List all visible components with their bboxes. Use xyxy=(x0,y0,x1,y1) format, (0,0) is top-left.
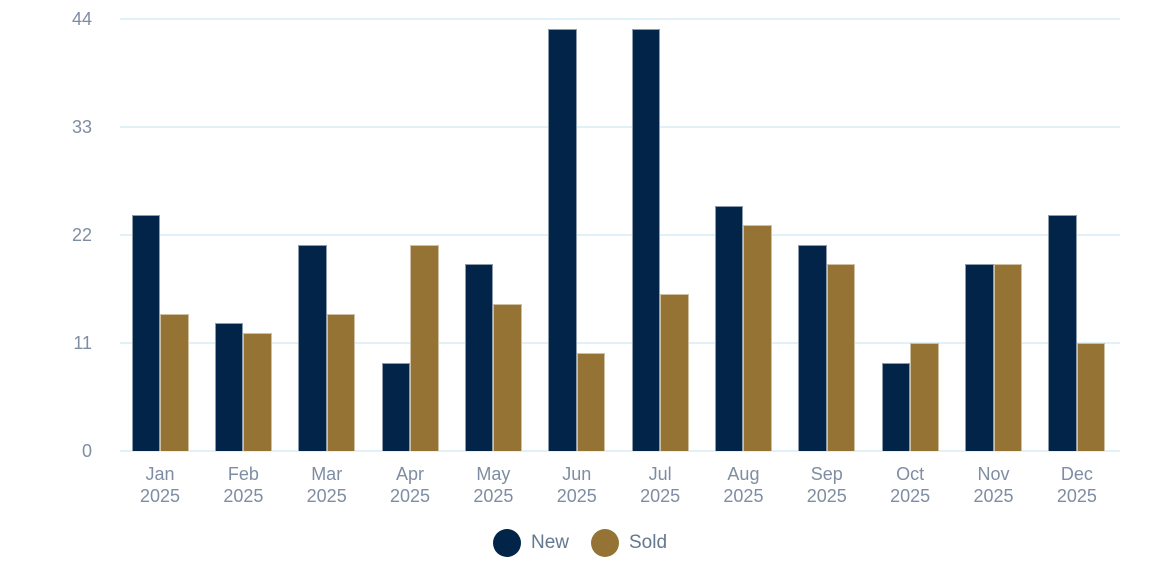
chart-legend: New Sold xyxy=(0,529,1160,557)
x-axis-label-line: 2025 xyxy=(1056,486,1097,506)
x-axis-label-line: 2025 xyxy=(973,486,1014,506)
x-axis-label-line: May xyxy=(476,464,511,484)
x-axis-label-line: 2025 xyxy=(139,486,181,506)
x-axis-label-line: Nov xyxy=(977,464,1010,484)
bar-sold-aug[interactable] xyxy=(743,225,772,451)
x-axis-label-line: Sep xyxy=(810,464,843,484)
bar-sold-may[interactable] xyxy=(493,303,522,451)
y-axis-tick-label: 33 xyxy=(71,117,92,137)
x-axis-label-line: 2025 xyxy=(473,486,514,506)
bar-sold-jul[interactable] xyxy=(660,293,689,451)
x-axis-label-line: Oct xyxy=(896,464,925,484)
bar-sold-dec[interactable] xyxy=(1076,343,1106,451)
y-axis-tick-label: 11 xyxy=(73,333,92,353)
x-axis-label-line: Apr xyxy=(396,464,425,484)
legend-marker-sold-icon xyxy=(590,529,619,557)
bar-new-sep[interactable] xyxy=(798,244,827,451)
legend-marker-new-icon xyxy=(492,529,521,557)
legend-item-sold[interactable]: Sold xyxy=(590,529,668,557)
x-axis-label-jun: Jun 2025 xyxy=(532,463,622,507)
x-axis-label-feb: Feb 2025 xyxy=(198,463,288,507)
x-axis-label-aug: Aug 2025 xyxy=(698,463,788,507)
gridline-y-33 xyxy=(120,126,1120,128)
legend-item-new[interactable]: New xyxy=(492,529,569,557)
x-axis-label-line: Jan xyxy=(145,464,175,484)
bar-sold-mar[interactable] xyxy=(326,313,356,451)
x-axis-label-apr: Apr 2025 xyxy=(365,463,455,507)
x-axis-label-oct: Oct 2025 xyxy=(865,463,955,507)
bar-sold-apr[interactable] xyxy=(410,244,439,451)
bar-new-oct[interactable] xyxy=(881,362,911,451)
x-axis-label-jul: Jul 2025 xyxy=(615,463,705,507)
x-axis-label-line: 2025 xyxy=(306,486,347,506)
x-axis-label-line: 2025 xyxy=(723,486,764,506)
x-axis-label-line: 2025 xyxy=(223,486,264,506)
y-axis-tick-label: 44 xyxy=(71,9,92,29)
x-axis-label-line: Jul xyxy=(648,464,672,484)
gridline-y-0 xyxy=(120,450,1120,452)
bar-new-jun[interactable] xyxy=(548,28,577,451)
bar-new-feb[interactable] xyxy=(214,323,244,451)
bar-new-dec[interactable] xyxy=(1048,215,1077,451)
gridline-y-11 xyxy=(120,342,1120,344)
bar-sold-jan[interactable] xyxy=(160,313,189,451)
x-axis-label-line: 2025 xyxy=(390,486,431,506)
bar-new-nov[interactable] xyxy=(965,264,994,451)
x-axis-label-mar: Mar 2025 xyxy=(282,463,372,507)
bar-sold-nov[interactable] xyxy=(993,264,1022,451)
x-axis-label-line: Dec xyxy=(1060,464,1093,484)
x-axis-label-line: Mar xyxy=(311,464,343,484)
x-axis-label-line: 2025 xyxy=(806,486,847,506)
bar-sold-jun[interactable] xyxy=(576,352,606,451)
gridline-y-22 xyxy=(120,234,1120,236)
bar-new-jul[interactable] xyxy=(631,28,661,451)
y-axis-tick-label: 0 xyxy=(81,441,92,461)
x-axis-label-jan: Jan 2025 xyxy=(115,463,205,507)
x-axis-label-line: 2025 xyxy=(640,486,681,506)
bar-sold-sep[interactable] xyxy=(826,264,856,451)
legend-label-sold: Sold xyxy=(628,532,668,553)
y-axis-tick-label: 22 xyxy=(71,225,92,245)
x-axis-label-line: Aug xyxy=(727,464,760,484)
legend-label-new: New xyxy=(530,532,569,553)
x-axis-label-sep: Sep 2025 xyxy=(782,463,872,507)
x-axis-label-line: 2025 xyxy=(556,486,597,506)
x-axis-label-line: Jun xyxy=(562,464,592,484)
gridline-y-44 xyxy=(120,18,1120,20)
x-axis-label-line: 2025 xyxy=(890,486,931,506)
bar-new-jan[interactable] xyxy=(131,215,160,451)
bar-new-aug[interactable] xyxy=(714,205,744,451)
x-axis-label-may: May 2025 xyxy=(448,463,538,507)
x-axis-label-line: Feb xyxy=(227,464,259,484)
bar-new-mar[interactable] xyxy=(298,244,327,451)
bar-new-may[interactable] xyxy=(464,264,494,451)
bar-sold-oct[interactable] xyxy=(910,343,939,451)
bar-new-apr[interactable] xyxy=(381,362,411,451)
x-axis-label-dec: Dec 2025 xyxy=(1032,463,1122,507)
x-axis-label-nov: Nov 2025 xyxy=(949,463,1039,507)
bar-sold-feb[interactable] xyxy=(243,333,272,451)
